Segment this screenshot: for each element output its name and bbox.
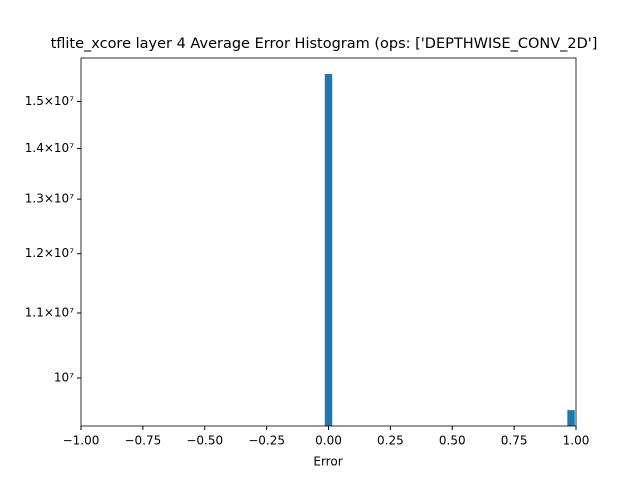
y-tick-label: 1.4×10⁷ bbox=[25, 141, 74, 155]
y-tick-label: 1.2×10⁷ bbox=[25, 246, 74, 260]
y-tick-label: 1.5×10⁷ bbox=[25, 94, 74, 108]
bar bbox=[324, 73, 333, 426]
x-tick-label: 0.25 bbox=[377, 434, 404, 448]
x-tick-label: −0.50 bbox=[186, 434, 223, 448]
x-tick-label: −0.75 bbox=[124, 434, 161, 448]
x-tick-label: 0.75 bbox=[501, 434, 528, 448]
y-tick-label: 1.3×10⁷ bbox=[25, 192, 74, 206]
y-tick-label: 1.1×10⁷ bbox=[25, 306, 74, 320]
x-tick-label: 0.00 bbox=[315, 434, 342, 448]
x-tick-label: −0.25 bbox=[248, 434, 285, 448]
x-axis-label: Error bbox=[313, 455, 342, 469]
x-tick-label: −1.00 bbox=[63, 434, 100, 448]
plot-frame bbox=[80, 57, 577, 427]
chart-title: tflite_xcore layer 4 Average Error Histo… bbox=[51, 36, 598, 52]
x-tick-label: 0.50 bbox=[439, 434, 466, 448]
x-tick-label: 1.00 bbox=[563, 434, 590, 448]
bar bbox=[567, 410, 575, 426]
y-tick-label: 10⁷ bbox=[54, 370, 74, 384]
